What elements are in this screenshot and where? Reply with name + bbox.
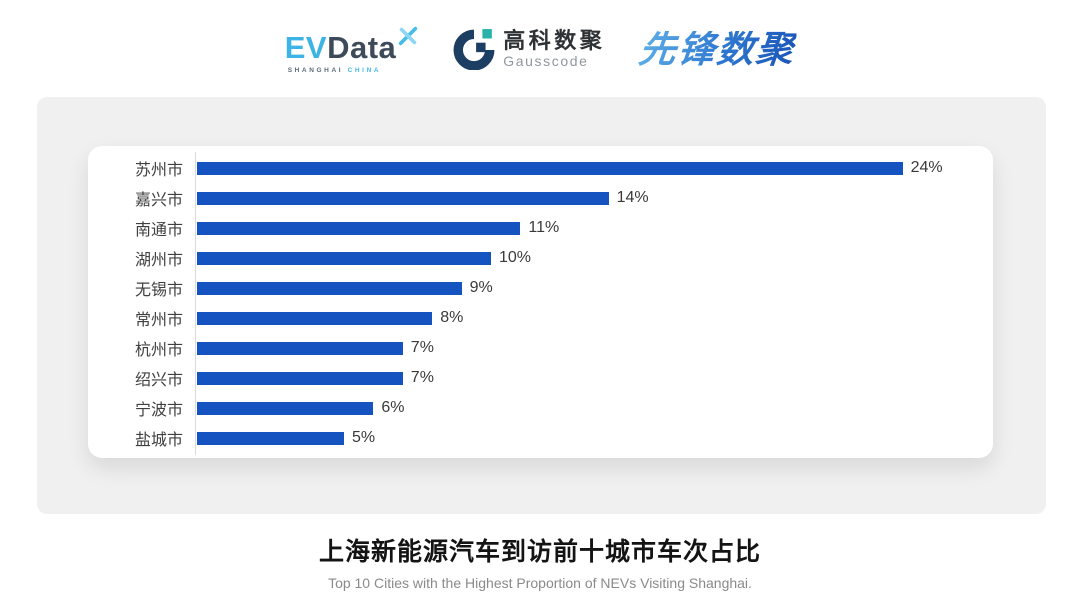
category-label: 无锡市 — [134, 282, 183, 299]
evdata-shanghai-text: SHANGHAI — [287, 66, 344, 74]
chart-row: 嘉兴市 14% — [88, 183, 993, 213]
value-label: 5% — [352, 429, 376, 446]
bar-chart: 苏州市 24% 嘉兴市 14% 南通市 11% 湖州市 10% 无锡市 9% 常州市 8% 杭州市 7% 绍… — [88, 146, 993, 455]
bar — [197, 221, 521, 235]
xianfeng-wordmark-text: 先锋数聚 — [637, 28, 798, 70]
category-label: 杭州市 — [134, 342, 183, 359]
value-label: 9% — [469, 279, 493, 296]
category-label: 盐城市 — [134, 432, 183, 449]
chart-row: 南通市 11% — [88, 213, 993, 243]
category-label: 苏州市 — [134, 162, 183, 179]
bar — [197, 311, 433, 325]
category-label: 湖州市 — [134, 252, 183, 269]
chart-subtitle: Top 10 Cities with the Highest Proportio… — [328, 575, 752, 591]
gausscode-wordmark: 高科数聚 Gausscode — [503, 29, 605, 69]
chart-title: 上海新能源汽车到访前十城市车次占比 — [318, 538, 761, 566]
bar — [197, 191, 609, 205]
chart-card: 苏州市 24% 嘉兴市 14% 南通市 11% 湖州市 10% 无锡市 9% 常州市 8% 杭州市 7% 绍… — [88, 146, 993, 458]
evdata-data-text: Data — [327, 29, 397, 65]
y-axis-line — [195, 152, 196, 455]
value-label: 24% — [910, 159, 943, 176]
evdata-ev-text: EV — [284, 29, 328, 65]
xianfeng-logo: 先锋数聚 — [637, 28, 798, 70]
value-label: 14% — [616, 189, 649, 206]
chart-row: 绍兴市 7% — [88, 363, 993, 393]
value-label: 7% — [410, 339, 434, 356]
gausscode-en-text: Gausscode — [503, 53, 589, 70]
chart-row: 无锡市 9% — [88, 273, 993, 303]
value-label: 11% — [528, 219, 560, 236]
gausscode-cn-text: 高科数聚 — [503, 28, 606, 54]
evdata-china-text: CHINA — [347, 66, 382, 74]
bar — [197, 251, 491, 265]
category-label: 南通市 — [134, 222, 183, 239]
chart-row: 杭州市 7% — [88, 333, 993, 363]
value-label: 8% — [440, 309, 464, 326]
header-logo-bar: EV Data SHANGHAI CHINA 高科数聚 Gausscode — [0, 16, 1080, 82]
bar — [197, 161, 903, 175]
evdata-logo: EV Data SHANGHAI CHINA — [285, 25, 420, 74]
bar — [197, 401, 374, 415]
evdata-tagline: SHANGHAI CHINA — [288, 67, 381, 74]
gausscode-logo: 高科数聚 Gausscode — [453, 28, 605, 70]
bar — [197, 281, 462, 295]
bar — [197, 431, 344, 445]
evdata-wordmark: EV Data — [285, 25, 420, 63]
evdata-x-icon — [399, 26, 418, 45]
chart-panel: 苏州市 24% 嘉兴市 14% 南通市 11% 湖州市 10% 无锡市 9% 常州市 8% 杭州市 7% 绍… — [37, 97, 1046, 514]
value-label: 6% — [381, 399, 405, 416]
chart-row: 苏州市 24% — [88, 153, 993, 183]
value-label: 10% — [499, 249, 532, 266]
value-label: 7% — [410, 369, 434, 386]
category-label: 嘉兴市 — [134, 192, 183, 209]
chart-row: 盐城市 5% — [88, 423, 993, 453]
bar — [197, 371, 403, 385]
bar — [197, 341, 403, 355]
chart-row: 常州市 8% — [88, 303, 993, 333]
chart-row: 湖州市 10% — [88, 243, 993, 273]
chart-row: 宁波市 6% — [88, 393, 993, 423]
category-label: 绍兴市 — [134, 372, 183, 389]
category-label: 宁波市 — [134, 402, 183, 419]
gausscode-g-icon — [453, 29, 495, 70]
category-label: 常州市 — [134, 312, 183, 329]
caption: 上海新能源汽车到访前十城市车次占比 Top 10 Cities with the… — [0, 532, 1080, 591]
